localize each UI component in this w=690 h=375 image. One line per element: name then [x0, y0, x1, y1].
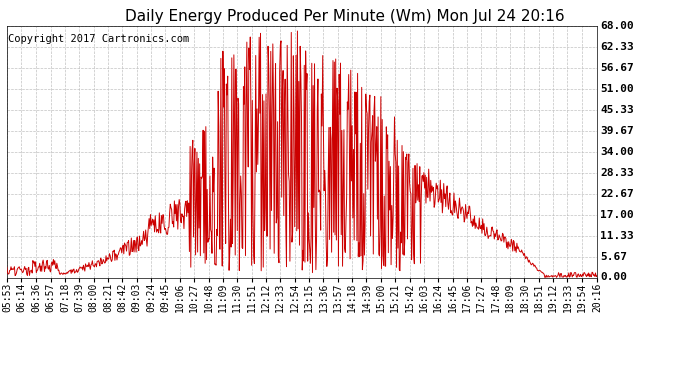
Text: 5.67: 5.67 — [600, 252, 627, 261]
Text: 45.33: 45.33 — [600, 105, 634, 115]
Text: 62.33: 62.33 — [600, 42, 634, 52]
Text: 22.67: 22.67 — [600, 189, 634, 199]
Text: 34.00: 34.00 — [600, 147, 634, 157]
Text: 28.33: 28.33 — [600, 168, 634, 178]
Text: Daily Energy Produced Per Minute (Wm) Mon Jul 24 20:16: Daily Energy Produced Per Minute (Wm) Mo… — [125, 9, 565, 24]
Text: 68.00: 68.00 — [600, 21, 634, 31]
Text: Copyright 2017 Cartronics.com: Copyright 2017 Cartronics.com — [8, 34, 189, 44]
Text: Power Produced  (watts/minute): Power Produced (watts/minute) — [432, 8, 593, 16]
Text: 11.33: 11.33 — [600, 231, 634, 241]
Text: 39.67: 39.67 — [600, 126, 634, 136]
Text: 0.00: 0.00 — [600, 273, 627, 282]
Text: 17.00: 17.00 — [600, 210, 634, 220]
Text: 56.67: 56.67 — [600, 63, 634, 73]
Text: 51.00: 51.00 — [600, 84, 634, 94]
